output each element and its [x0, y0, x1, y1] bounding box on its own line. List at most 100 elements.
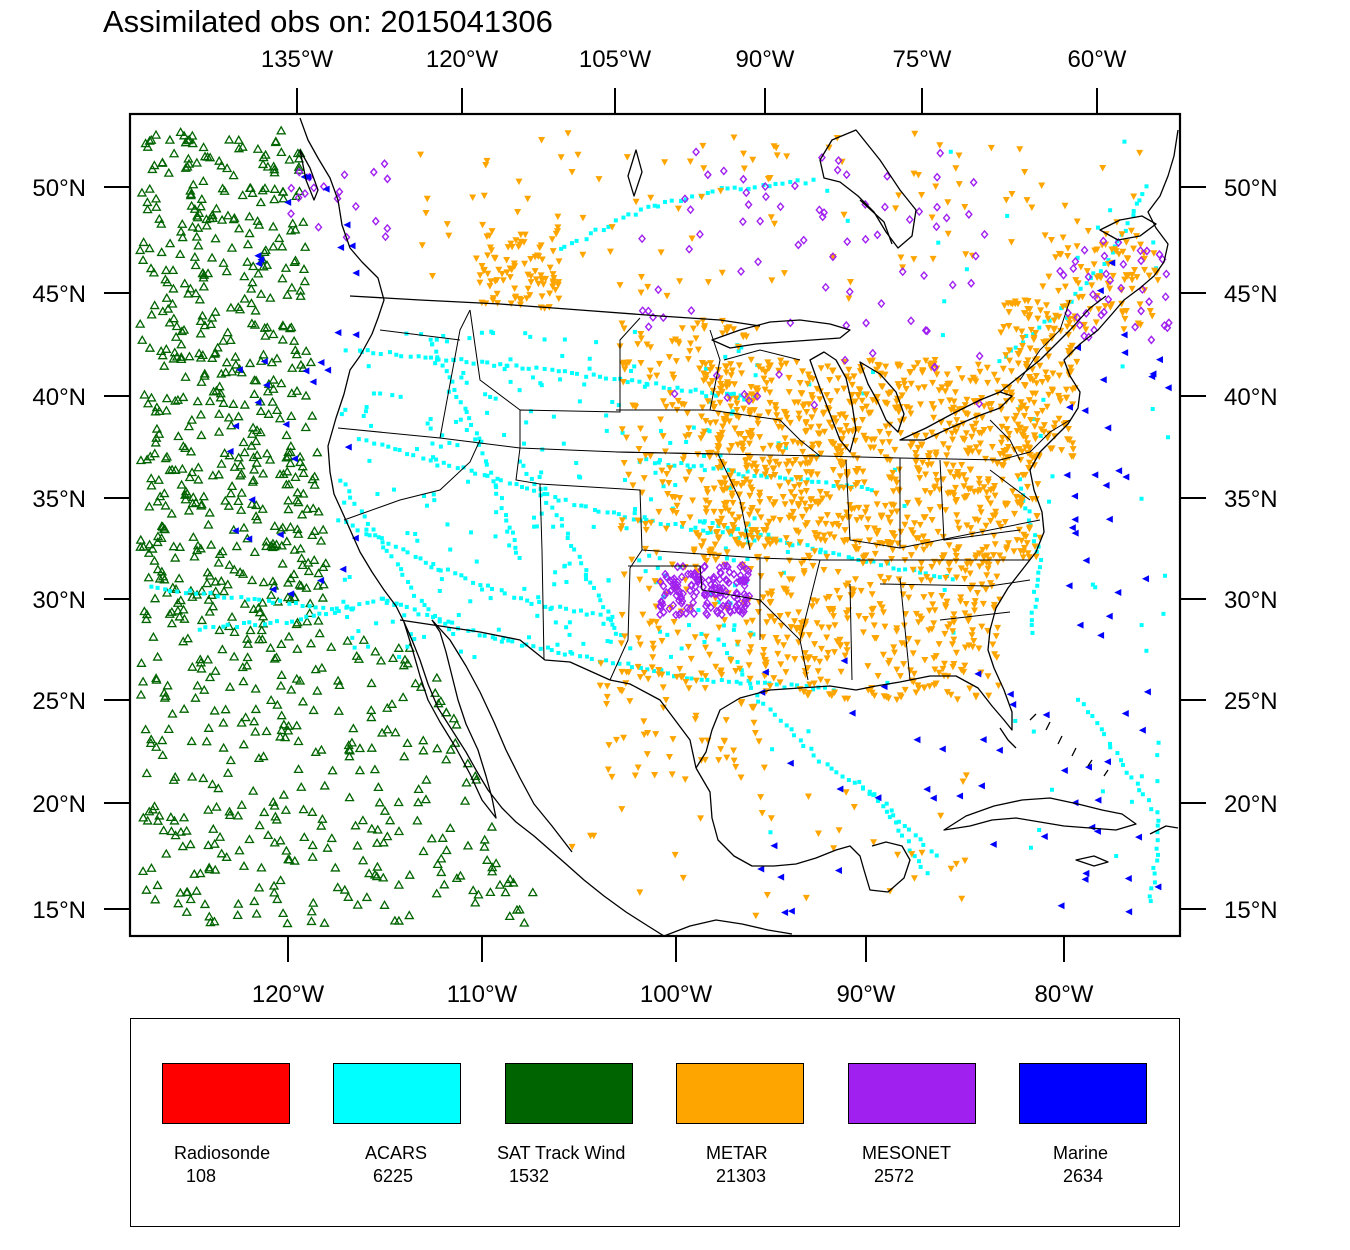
acars-marker: [1162, 573, 1167, 578]
acars-marker: [317, 611, 322, 616]
metar-marker: [975, 475, 983, 483]
acars-marker: [1137, 788, 1142, 793]
sat-track-wind-marker: [157, 350, 168, 360]
sat-track-wind-marker: [144, 501, 155, 511]
acars-marker: [1031, 416, 1036, 421]
acars-marker: [1110, 250, 1115, 255]
acars-marker: [606, 609, 611, 614]
sat-track-wind-marker: [222, 210, 234, 220]
acars-marker: [532, 482, 537, 487]
metar-marker: [517, 297, 525, 304]
acars-marker: [429, 565, 434, 570]
acars-marker: [412, 607, 417, 612]
sat-track-wind-marker: [308, 503, 319, 513]
acars-marker: [1144, 648, 1149, 653]
metar-marker: [662, 697, 670, 704]
acars-marker: [629, 665, 634, 670]
metar-marker: [657, 249, 665, 256]
metar-marker: [723, 328, 731, 335]
metar-marker: [1084, 227, 1092, 235]
sat-track-wind-marker: [171, 321, 182, 331]
acars-marker: [894, 820, 899, 825]
metar-marker: [1014, 421, 1022, 429]
metar-marker: [1032, 329, 1040, 337]
acars-marker: [680, 524, 685, 529]
acars-marker: [608, 639, 613, 644]
metar-marker: [807, 497, 815, 504]
metar-marker: [927, 592, 935, 599]
sat-track-wind-marker: [291, 349, 302, 359]
metar-marker: [871, 436, 879, 443]
acars-marker: [155, 585, 160, 590]
metar-marker: [970, 638, 978, 645]
sat-track-wind-marker: [149, 160, 160, 170]
metar-marker: [776, 612, 784, 620]
sat-track-wind-marker: [295, 290, 306, 300]
metar-marker: [954, 519, 962, 527]
acars-marker: [1120, 762, 1125, 767]
acars-marker: [501, 635, 506, 640]
sat-track-wind-marker: [448, 713, 459, 723]
metar-marker: [707, 526, 715, 533]
sat-track-wind-marker: [257, 185, 268, 195]
sat-track-wind-marker: [233, 134, 244, 144]
metar-marker: [990, 552, 998, 559]
metar-marker: [489, 295, 497, 302]
metar-marker: [780, 408, 788, 416]
acars-marker: [584, 374, 589, 379]
marine-marker: [322, 185, 330, 193]
metar-marker: [735, 514, 743, 521]
metar-marker: [719, 423, 727, 430]
acars-marker: [1129, 775, 1134, 780]
sat-track-wind-marker: [157, 750, 168, 760]
sat-track-wind-marker: [421, 774, 432, 784]
sat-track-wind-marker: [177, 841, 188, 851]
metar-marker: [987, 487, 995, 494]
marine-marker: [254, 399, 262, 407]
sat-track-wind-marker: [248, 261, 259, 271]
sat-track-wind-marker: [307, 806, 318, 816]
metar-marker: [837, 668, 845, 676]
metar-marker: [920, 684, 928, 692]
metar-marker: [757, 794, 765, 801]
marine-marker: [761, 668, 769, 676]
metar-marker: [803, 427, 811, 435]
metar-marker: [703, 557, 711, 565]
acars-marker: [437, 588, 442, 593]
acars-marker: [691, 464, 696, 469]
sat-track-wind-marker: [218, 335, 229, 345]
sat-track-wind-marker: [209, 916, 220, 926]
acars-marker: [425, 612, 430, 617]
sat-track-wind-marker: [363, 868, 375, 878]
acars-marker: [378, 391, 383, 396]
metar-marker: [732, 395, 740, 403]
acars-marker: [336, 609, 341, 614]
acars-marker: [755, 680, 760, 685]
acars-marker: [1123, 228, 1128, 233]
acars-marker: [278, 598, 283, 603]
metar-marker: [745, 440, 753, 448]
metar-marker: [641, 545, 649, 553]
metar-marker: [658, 467, 666, 475]
metar-marker: [821, 537, 829, 545]
metar-marker: [806, 459, 814, 466]
metar-marker: [603, 700, 611, 708]
metar-marker: [958, 895, 966, 903]
metar-marker: [554, 224, 562, 231]
metar-marker: [1122, 239, 1130, 246]
acars-marker: [454, 419, 459, 424]
metar-marker: [995, 682, 1003, 690]
metar-marker: [951, 548, 959, 555]
acars-marker: [850, 556, 855, 561]
acars-marker: [661, 385, 666, 390]
sat-track-wind-marker: [168, 541, 179, 551]
metar-marker: [861, 616, 869, 623]
metar-marker: [634, 764, 642, 771]
metar-marker: [605, 742, 613, 749]
metar-marker: [994, 559, 1002, 566]
acars-marker: [428, 417, 433, 422]
right-tick-label: 35°N: [1224, 486, 1278, 513]
mesonet-marker: [1075, 320, 1084, 330]
sat-track-wind-marker: [255, 406, 267, 416]
acars-marker: [604, 428, 609, 433]
